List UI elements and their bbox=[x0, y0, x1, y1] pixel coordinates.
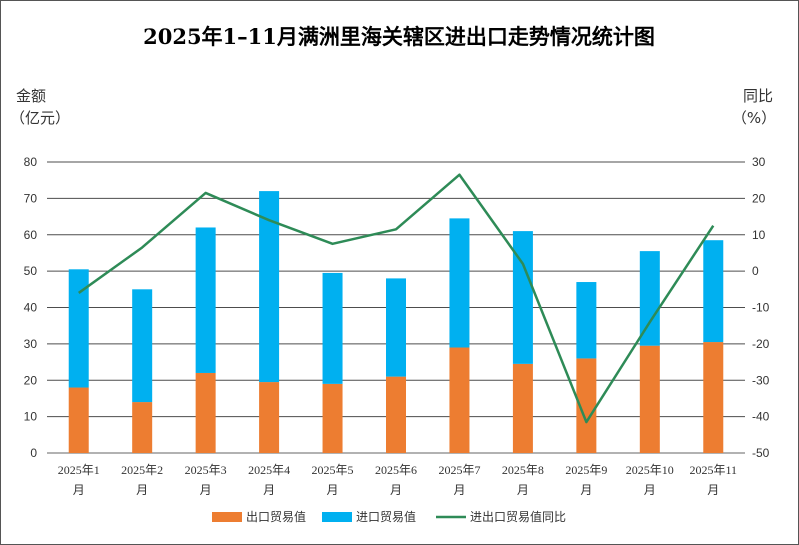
x-tick-label: 2025年5 bbox=[312, 463, 354, 477]
x-tick-label-unit: 月 bbox=[517, 483, 529, 497]
import-bar bbox=[703, 240, 724, 343]
axis-ticks: 0 10 20 30 40 50 60 70 80 -50 -40 -30 -20 -10 0 10 20 30 bbox=[24, 155, 770, 460]
legend-swatch-export bbox=[212, 512, 242, 522]
export-bar bbox=[259, 382, 280, 453]
export-bar bbox=[132, 402, 153, 453]
export-bar bbox=[703, 342, 724, 453]
x-tick-label-unit: 月 bbox=[73, 483, 85, 497]
x-tick-label: 2025年8 bbox=[502, 463, 544, 477]
right-tick-label: 30 bbox=[752, 155, 766, 169]
grid-lines bbox=[47, 161, 745, 454]
x-tick-label-unit: 月 bbox=[644, 483, 656, 497]
left-tick-label: 80 bbox=[24, 155, 38, 169]
right-tick-label: -50 bbox=[752, 446, 770, 460]
right-tick-label: -10 bbox=[752, 301, 770, 315]
left-tick-label: 40 bbox=[24, 301, 38, 315]
export-bar bbox=[68, 387, 89, 453]
left-tick-label: 10 bbox=[24, 410, 38, 424]
x-tick-label-unit: 月 bbox=[580, 483, 592, 497]
yoy-line-path bbox=[77, 173, 715, 424]
export-bar bbox=[512, 363, 533, 453]
export-bar bbox=[576, 358, 597, 453]
x-tick-label-unit: 月 bbox=[200, 483, 212, 497]
x-tick-label-unit: 月 bbox=[136, 483, 148, 497]
import-bar bbox=[449, 218, 470, 348]
export-bar bbox=[322, 383, 343, 453]
x-tick-label: 2025年11 bbox=[689, 463, 737, 477]
x-tick-label: 2025年10 bbox=[626, 463, 674, 477]
import-bar bbox=[639, 251, 660, 346]
import-bar bbox=[132, 289, 153, 403]
x-tick-label: 2025年3 bbox=[185, 463, 227, 477]
x-tick-label-unit: 月 bbox=[390, 483, 402, 497]
right-tick-label: -30 bbox=[752, 373, 770, 387]
right-axis-label-line1: 同比 bbox=[743, 87, 773, 105]
right-tick-label: 20 bbox=[752, 191, 766, 205]
legend-label-import: 进口贸易值 bbox=[356, 509, 416, 524]
x-tick-label: 2025年2 bbox=[121, 463, 163, 477]
legend-swatch-import bbox=[322, 512, 352, 522]
x-tick-label: 2025年9 bbox=[565, 463, 607, 477]
legend-label-yoy: 进出口贸易值同比 bbox=[470, 509, 566, 524]
export-bar bbox=[639, 345, 660, 453]
x-tick-label-unit: 月 bbox=[453, 483, 465, 497]
bars bbox=[68, 191, 724, 453]
x-tick-label: 2025年6 bbox=[375, 463, 417, 477]
right-tick-label: 10 bbox=[752, 228, 766, 242]
import-bar bbox=[512, 231, 533, 364]
import-bar bbox=[322, 272, 343, 384]
import-bar bbox=[259, 191, 280, 383]
left-axis-label-line2: （亿元） bbox=[10, 109, 70, 127]
left-tick-label: 50 bbox=[24, 264, 38, 278]
x-tick-label: 2025年1 bbox=[58, 463, 100, 477]
left-tick-label: 20 bbox=[24, 373, 38, 387]
import-bar bbox=[386, 278, 406, 377]
export-bar bbox=[195, 372, 216, 453]
import-bar bbox=[195, 227, 216, 373]
left-tick-label: 30 bbox=[24, 337, 38, 351]
left-axis-label-line1: 金额 bbox=[16, 87, 46, 105]
x-tick-label: 2025年7 bbox=[438, 463, 480, 477]
right-tick-label: -20 bbox=[752, 337, 770, 351]
x-tick-label-unit: 月 bbox=[327, 483, 339, 497]
import-bar bbox=[68, 269, 89, 388]
legend: 出口贸易值 进口贸易值 进出口贸易值同比 bbox=[212, 509, 566, 524]
import-bar bbox=[576, 282, 597, 359]
x-tick-label-unit: 月 bbox=[707, 483, 719, 497]
legend-label-export: 出口贸易值 bbox=[246, 509, 306, 524]
x-tick-label-unit: 月 bbox=[263, 483, 275, 497]
x-tick-label: 2025年4 bbox=[248, 463, 290, 477]
x-axis-labels: 2025年1 月 2025年2 月 2025年3 月 2025年4 月 2025年5 月 2025年… bbox=[58, 463, 737, 497]
left-tick-label: 70 bbox=[24, 191, 38, 205]
export-bar bbox=[449, 347, 470, 453]
chart-title: 2025年1–11月满洲里海关辖区进出口走势情况统计图 bbox=[143, 24, 655, 49]
left-tick-label: 60 bbox=[24, 228, 38, 242]
right-tick-label: 0 bbox=[752, 264, 759, 278]
right-axis-label-line2: （%） bbox=[732, 109, 776, 127]
right-tick-label: -40 bbox=[752, 410, 770, 424]
export-bar bbox=[386, 376, 406, 453]
yoy-line bbox=[77, 173, 715, 424]
left-tick-label: 0 bbox=[30, 446, 37, 460]
